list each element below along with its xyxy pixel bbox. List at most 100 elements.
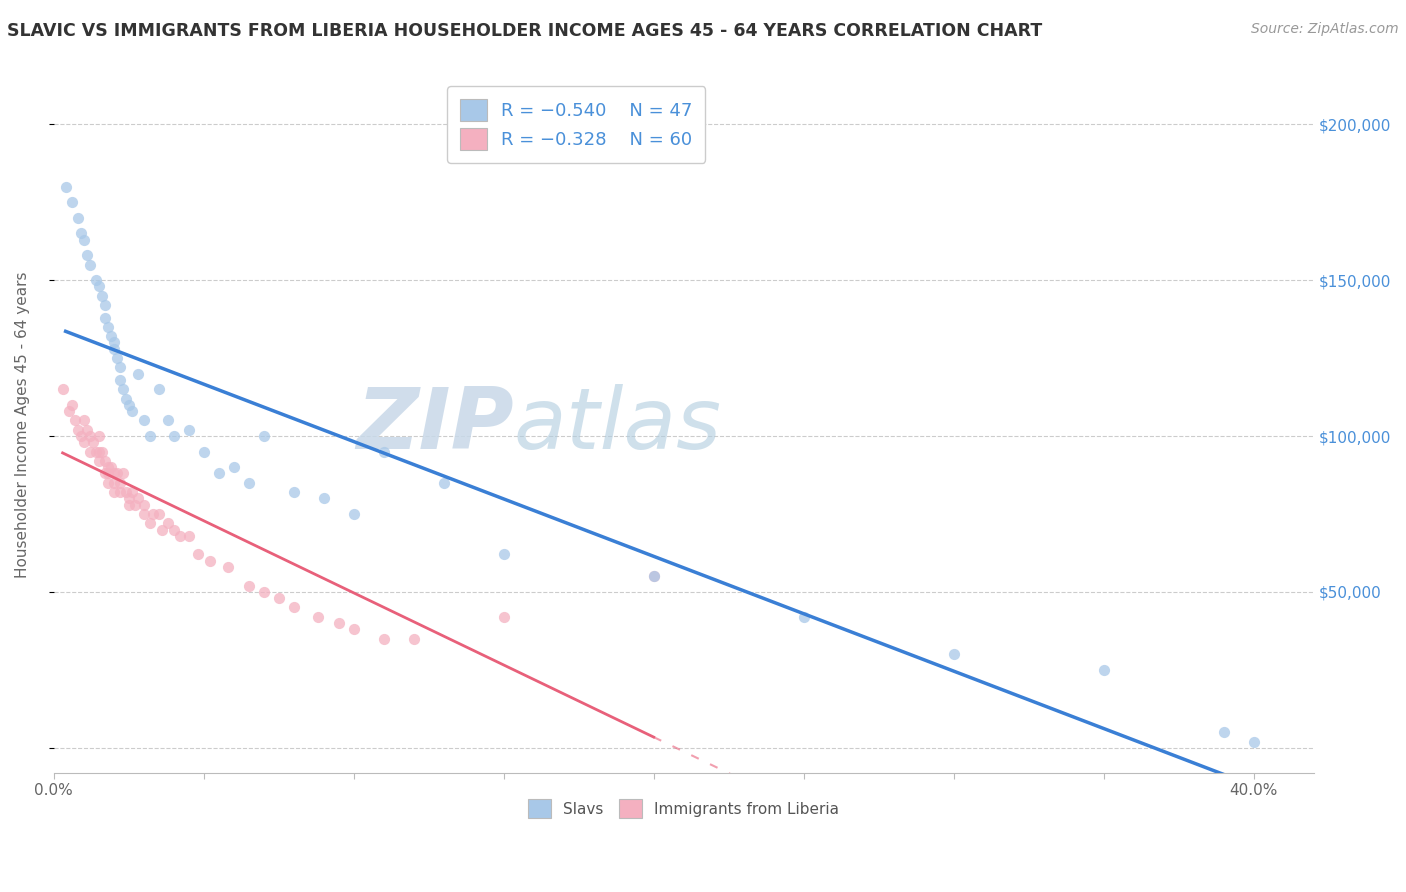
Point [169,529,191,543]
Point [148,507,170,521]
Point [343,623,366,637]
Point [150,523,173,537]
Point [60,398,83,412]
Point [138,516,160,531]
Point [111,467,134,481]
Point [343,507,366,521]
Text: ZIP: ZIP [356,384,513,467]
Point [148,382,170,396]
Point [177,529,200,543]
Point [69,429,91,443]
Point [156,516,179,531]
Point [793,610,815,624]
Point [373,632,395,646]
Point [100,329,122,343]
Point [177,423,200,437]
Point [492,548,515,562]
Point [373,444,395,458]
Point [253,429,276,443]
Point [124,498,146,512]
Point [72,413,94,427]
Point [222,460,245,475]
Point [283,485,305,500]
Point [1092,663,1115,677]
Point [187,548,209,562]
Point [58,404,80,418]
Point [87,444,110,458]
Point [84,273,107,287]
Point [60,195,83,210]
Point [162,429,184,443]
Legend: Slavs, Immigrants from Liberia: Slavs, Immigrants from Liberia [522,793,845,824]
Point [132,498,155,512]
Point [121,485,143,500]
Point [90,444,112,458]
Point [492,610,515,624]
Point [162,523,184,537]
Point [103,335,125,350]
Point [66,423,89,437]
Point [72,435,94,450]
Point [100,460,122,475]
Text: Source: ZipAtlas.com: Source: ZipAtlas.com [1251,22,1399,37]
Y-axis label: Householder Income Ages 45 - 64 years: Householder Income Ages 45 - 64 years [15,272,30,578]
Point [132,507,155,521]
Point [97,475,120,490]
Point [87,429,110,443]
Point [117,498,139,512]
Point [307,610,329,624]
Point [72,233,94,247]
Text: atlas: atlas [513,384,721,467]
Point [82,435,104,450]
Point [108,373,131,387]
Point [97,467,120,481]
Point [198,554,221,568]
Point [87,454,110,468]
Point [52,382,75,396]
Point [253,585,276,599]
Point [93,454,115,468]
Point [87,279,110,293]
Point [93,467,115,481]
Point [193,444,215,458]
Point [84,444,107,458]
Point [114,392,136,406]
Point [132,413,155,427]
Point [108,360,131,375]
Point [103,342,125,356]
Point [433,475,456,490]
Point [111,382,134,396]
Point [79,429,101,443]
Point [93,310,115,325]
Point [63,413,86,427]
Point [127,491,149,506]
Point [108,475,131,490]
Point [238,475,260,490]
Point [103,475,125,490]
Point [79,258,101,272]
Point [79,444,101,458]
Point [105,467,128,481]
Point [105,351,128,365]
Point [283,600,305,615]
Point [97,460,120,475]
Point [55,179,77,194]
Point [76,248,98,262]
Point [328,616,350,631]
Point [114,485,136,500]
Point [127,367,149,381]
Point [69,227,91,241]
Point [312,491,335,506]
Point [643,569,665,583]
Point [402,632,425,646]
Point [76,423,98,437]
Point [156,413,179,427]
Point [108,485,131,500]
Point [643,569,665,583]
Point [66,211,89,225]
Point [1212,725,1234,739]
Point [117,398,139,412]
Point [138,429,160,443]
Point [207,467,229,481]
Point [121,404,143,418]
